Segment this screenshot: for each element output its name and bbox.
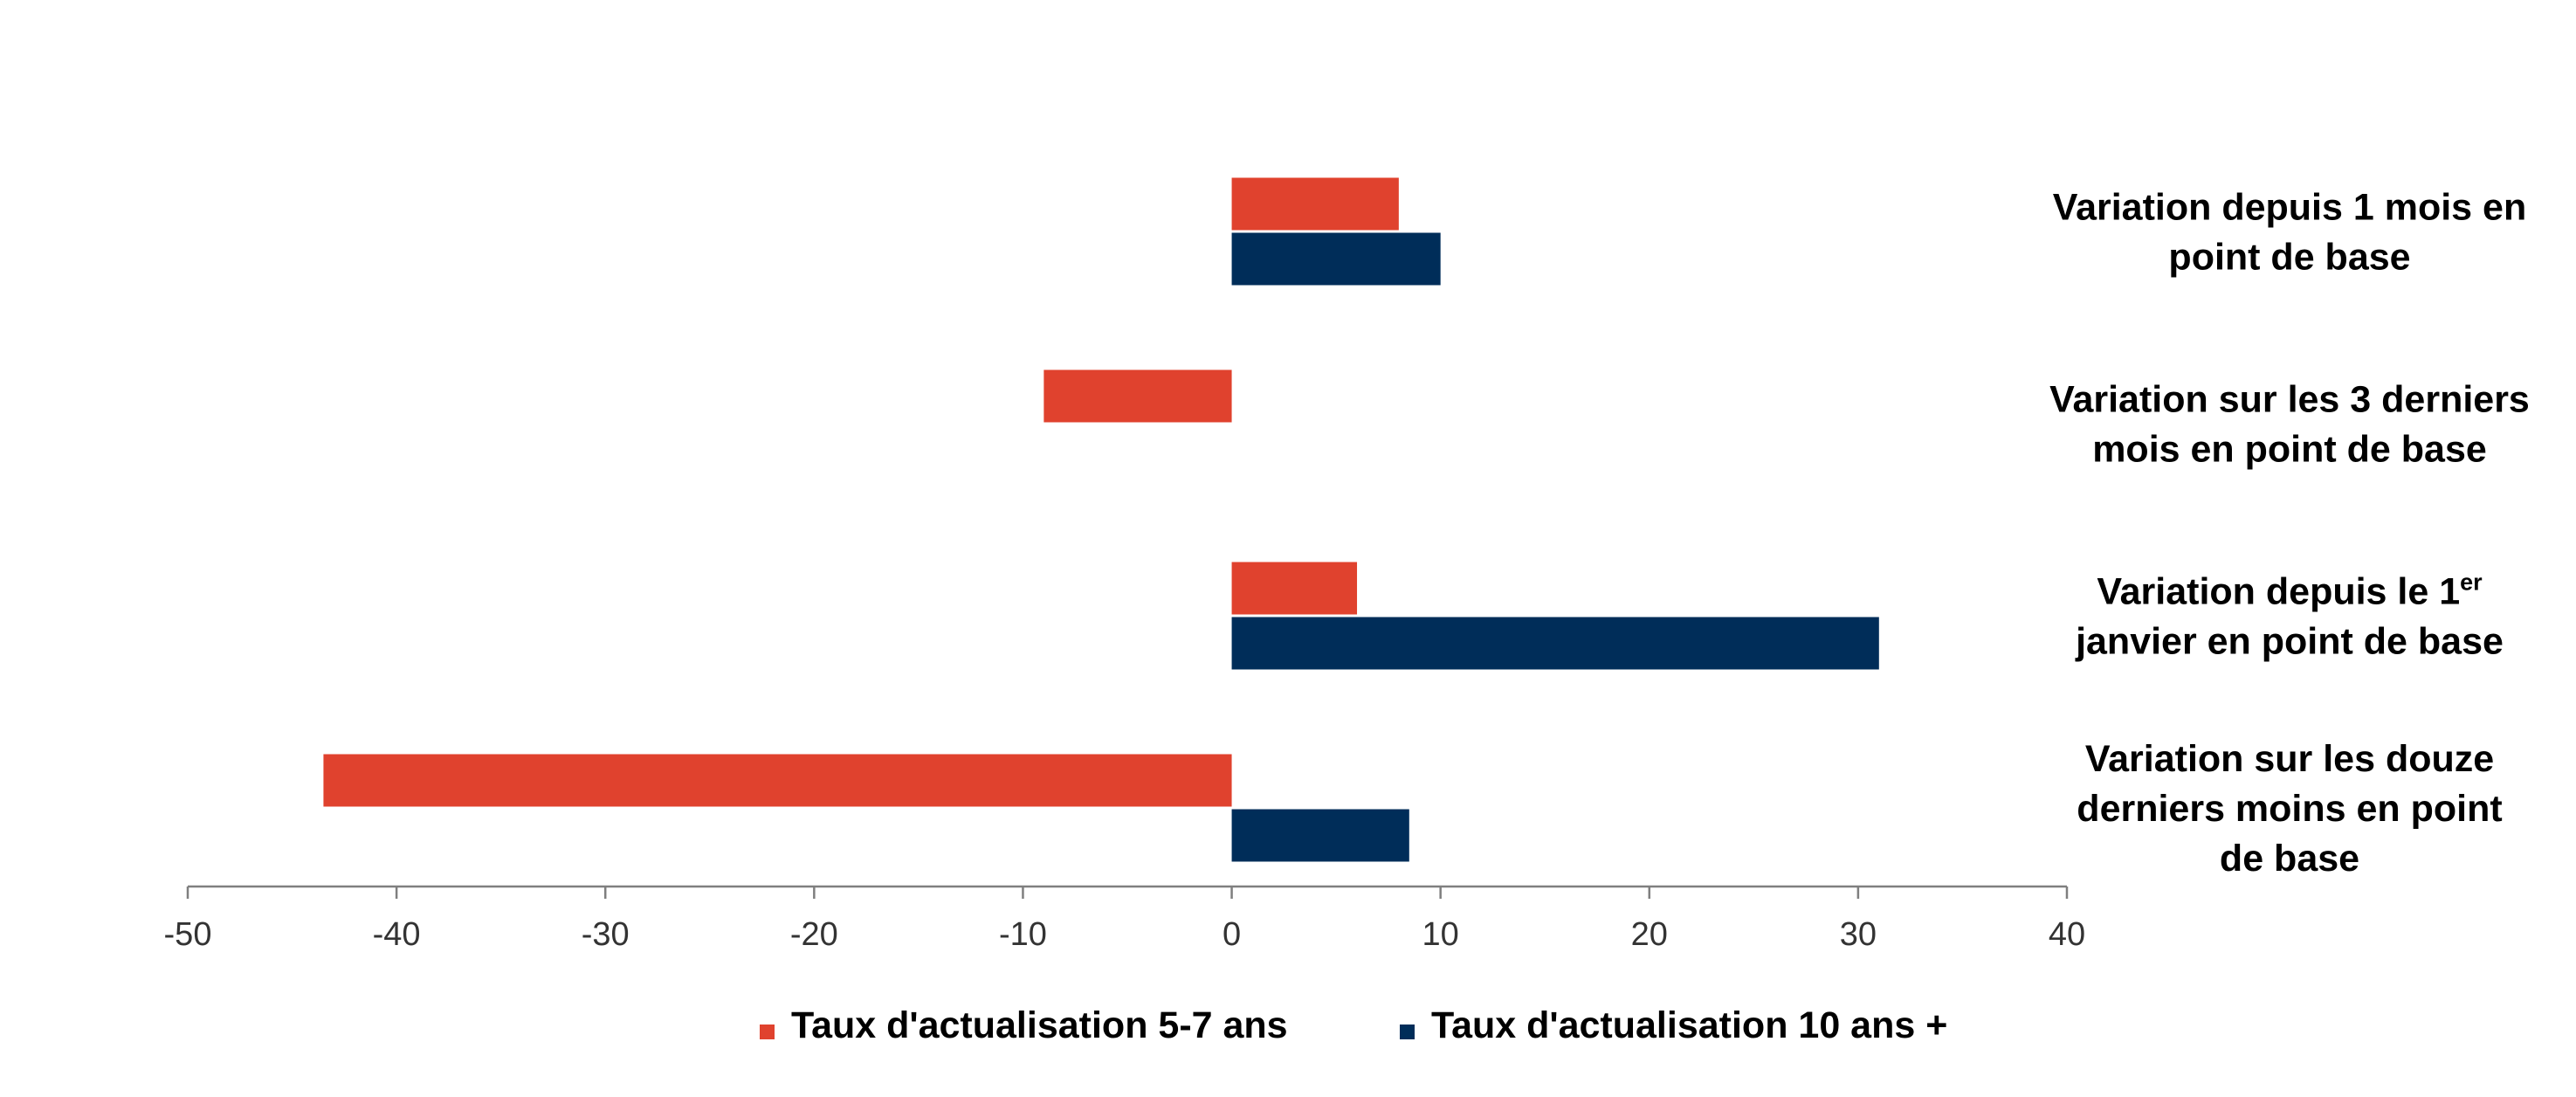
x-tick-label: 10 (1422, 916, 1459, 953)
legend: Taux d'actualisation 5-7 ans Taux d'actua… (760, 1004, 1947, 1046)
bar-series-2-category-1 (1231, 232, 1441, 286)
bar-series-1-category-4 (323, 754, 1232, 807)
legend-swatch-1 (760, 1025, 775, 1039)
x-tick-label: -30 (582, 916, 630, 953)
legend-label-2: Taux d'actualisation 10 ans + (1431, 1004, 1947, 1046)
bar-series-1-category-2 (1043, 369, 1232, 423)
bars-group (323, 177, 1879, 862)
x-tick-label: -10 (999, 916, 1047, 953)
x-tick-label: 0 (1223, 916, 1241, 953)
category-label-2: Variation sur les 3 derniers mois en poin… (2049, 379, 2530, 471)
bar-series-2-category-3 (1231, 617, 1879, 670)
x-tick-label: 40 (2049, 916, 2085, 953)
x-axis: -50 -40 -30 -20 -10 0 10 20 30 40 (164, 885, 2085, 953)
legend-swatch-2 (1400, 1025, 1415, 1039)
bar-series-1-category-3 (1231, 562, 1358, 615)
x-tick-label: -50 (164, 916, 212, 953)
x-tick-label: -40 (373, 916, 421, 953)
bar-series-2-category-4 (1231, 809, 1409, 862)
legend-label-1: Taux d'actualisation 5-7 ans (791, 1004, 1288, 1046)
category-label-4: Variation sur les douze derniers moins en… (2077, 738, 2502, 880)
category-label-3: Variation depuis le 1er janvier en point … (2075, 569, 2504, 663)
bar-series-1-category-1 (1231, 177, 1399, 231)
category-labels: Variation depuis 1 mois en point de base V… (2049, 187, 2530, 880)
category-label-1: Variation depuis 1 mois en point de base (2053, 187, 2526, 279)
x-tick-label: 30 (1840, 916, 1877, 953)
x-tick-label: -20 (790, 916, 838, 953)
x-tick-label: 20 (1631, 916, 1668, 953)
